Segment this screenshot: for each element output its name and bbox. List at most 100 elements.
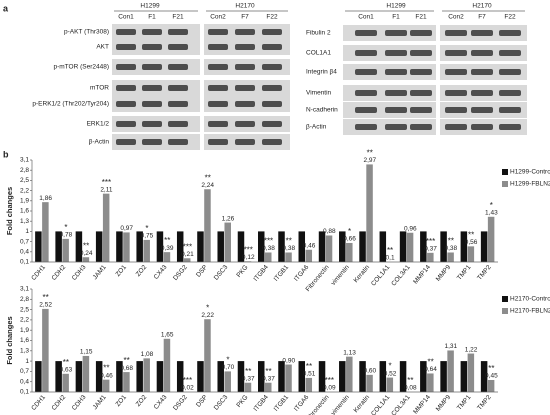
protein-label: Fibulin 2 bbox=[306, 30, 331, 37]
blot-band bbox=[471, 90, 493, 96]
significance-mark: ** bbox=[407, 376, 413, 385]
lane-label: Con2 bbox=[210, 14, 226, 21]
x-tick-label: ITGA6 bbox=[293, 264, 311, 283]
bar bbox=[163, 252, 171, 262]
x-tick-label: MMP9 bbox=[435, 264, 453, 283]
bar bbox=[176, 231, 184, 262]
value-label: 0,56 bbox=[465, 239, 478, 246]
blot-band bbox=[445, 90, 467, 96]
x-tick-label: vimentin bbox=[330, 394, 351, 415]
blot-band bbox=[445, 124, 467, 130]
x-tick-label: PKG bbox=[235, 394, 249, 409]
lane-label: F1 bbox=[392, 14, 400, 21]
legend-swatch bbox=[502, 181, 508, 187]
bar bbox=[399, 231, 407, 262]
bar bbox=[265, 252, 272, 262]
value-label: 1,65 bbox=[161, 332, 174, 339]
bar bbox=[35, 231, 42, 262]
x-tick-label: Keratin bbox=[353, 394, 372, 415]
value-label: 0,70 bbox=[222, 364, 235, 371]
bar bbox=[35, 361, 42, 392]
value-label: 0,37 bbox=[262, 375, 275, 382]
blot-band bbox=[410, 107, 432, 113]
value-label: 0,52 bbox=[384, 370, 397, 377]
lane-label: Con2 bbox=[448, 14, 464, 21]
blot-band bbox=[235, 85, 255, 91]
x-tick-label: ITGB1 bbox=[273, 264, 291, 283]
y-tick-label: 1,3 bbox=[20, 218, 29, 225]
blot-band bbox=[445, 107, 467, 113]
significance-mark: *** bbox=[426, 237, 435, 246]
x-tick-label: ITGB4 bbox=[252, 264, 270, 283]
significance-mark: *** bbox=[102, 178, 111, 187]
lane-label: F1 bbox=[148, 14, 156, 21]
blot-band bbox=[410, 50, 432, 56]
bar bbox=[95, 361, 103, 392]
bar bbox=[156, 361, 164, 392]
blot-band bbox=[499, 107, 521, 113]
bar bbox=[204, 189, 211, 262]
bar bbox=[427, 252, 434, 262]
bar bbox=[467, 353, 475, 392]
cell-line-label: H1299 bbox=[140, 3, 160, 10]
bar bbox=[82, 355, 90, 392]
bar bbox=[440, 361, 447, 392]
bar bbox=[143, 358, 150, 392]
lane-label: F22 bbox=[504, 14, 516, 21]
blot-band bbox=[355, 90, 377, 96]
value-label: 0,24 bbox=[80, 250, 93, 257]
blot-band bbox=[235, 44, 255, 50]
significance-mark: ** bbox=[124, 356, 130, 365]
bar bbox=[204, 319, 211, 392]
blot-band bbox=[235, 101, 255, 107]
blot-band bbox=[208, 121, 228, 127]
value-label: 1,31 bbox=[445, 343, 458, 350]
x-tick-label: ZO2 bbox=[135, 264, 149, 278]
y-tick-label: 0,7 bbox=[20, 238, 29, 245]
plot-area bbox=[35, 164, 495, 262]
protein-label: AKT bbox=[96, 44, 109, 51]
bar bbox=[318, 231, 326, 262]
bar bbox=[305, 377, 313, 392]
value-label: 0,12 bbox=[242, 254, 255, 261]
legend-swatch bbox=[502, 308, 508, 314]
y-tick-label: 1,9 bbox=[20, 327, 29, 334]
legend-label: H2170-Control bbox=[510, 296, 550, 303]
x-tick-label: ZO1 bbox=[115, 264, 129, 278]
value-label: 0,38 bbox=[262, 245, 275, 252]
blot-band bbox=[142, 64, 162, 70]
bar bbox=[183, 258, 191, 262]
y-tick-label: 3,1 bbox=[20, 286, 29, 293]
blot-band bbox=[385, 90, 407, 96]
value-label: 1,22 bbox=[465, 346, 478, 353]
bar bbox=[75, 231, 83, 262]
lane-label: F7 bbox=[478, 14, 486, 21]
significance-mark: ** bbox=[245, 367, 251, 376]
protein-label: COL1A1 bbox=[306, 50, 331, 57]
significance-mark: * bbox=[348, 227, 351, 236]
significance-mark: ** bbox=[265, 367, 271, 376]
x-tick-label: Keratin bbox=[353, 264, 372, 285]
bar bbox=[265, 382, 272, 392]
bar bbox=[379, 231, 387, 262]
protein-label: p-ERK1/2 (Thr202/Tyr204) bbox=[32, 101, 109, 108]
value-label: 0,68 bbox=[120, 365, 133, 372]
blot-band bbox=[499, 124, 521, 130]
bar bbox=[298, 231, 306, 262]
protein-label: Vimentin bbox=[306, 90, 332, 97]
legend-swatch bbox=[502, 169, 508, 175]
blot-band bbox=[168, 44, 188, 50]
blot-band bbox=[410, 69, 432, 75]
significance-mark: *** bbox=[244, 245, 253, 254]
blot-band bbox=[168, 101, 188, 107]
bar bbox=[399, 361, 407, 392]
blot-band bbox=[235, 121, 255, 127]
blot-band bbox=[499, 30, 521, 36]
blot-band bbox=[116, 101, 136, 107]
blot-band bbox=[142, 85, 162, 91]
bar bbox=[386, 377, 394, 392]
significance-mark: ** bbox=[387, 246, 393, 255]
bar bbox=[305, 249, 313, 262]
blot-band bbox=[235, 29, 255, 35]
